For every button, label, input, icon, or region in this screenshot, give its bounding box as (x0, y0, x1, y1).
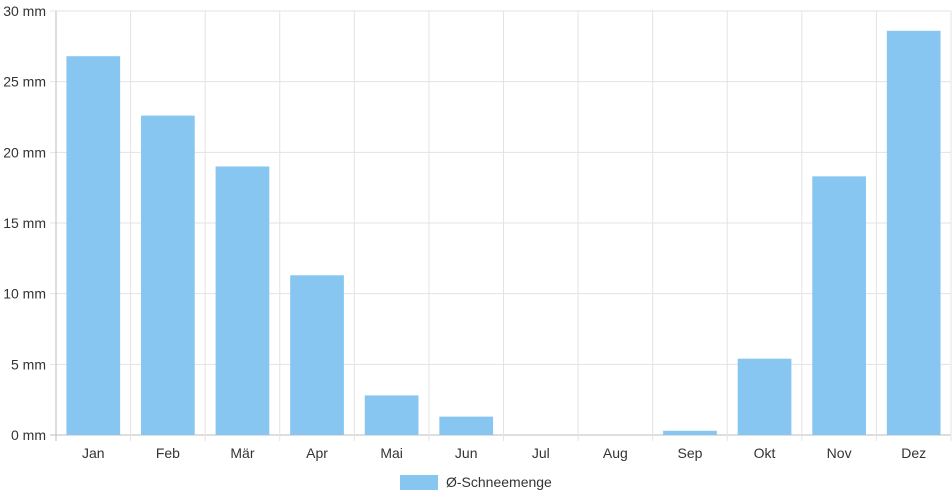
bar[interactable] (141, 115, 195, 435)
x-tick-label: Jan (82, 445, 105, 461)
y-tick-label: 0 mm (11, 427, 46, 443)
bars (66, 30, 941, 436)
legend-label[interactable]: Ø-Schneemenge (446, 474, 552, 490)
grid (50, 10, 952, 441)
x-tick-label: Sep (677, 445, 702, 461)
y-tick-label: 25 mm (3, 74, 46, 90)
x-tick-label: Dez (901, 445, 926, 461)
bar[interactable] (886, 30, 941, 435)
y-tick-label: 30 mm (3, 3, 46, 19)
bar[interactable] (663, 430, 717, 435)
x-tick-label: Okt (754, 445, 776, 461)
x-tick-label: Mär (230, 445, 254, 461)
y-tick-label: 10 mm (3, 286, 46, 302)
y-tick-label: 20 mm (3, 144, 46, 160)
y-axis-ticks: 0 mm 5 mm 10 mm 15 mm 20 mm 25 mm 30 mm (3, 3, 46, 443)
y-tick-label: 15 mm (3, 215, 46, 231)
bar[interactable] (812, 176, 866, 436)
bar[interactable] (215, 166, 270, 435)
x-tick-label: Apr (306, 445, 328, 461)
legend-swatch[interactable] (400, 475, 438, 490)
x-axis-ticks: Jan Feb Mär Apr Mai Jun Jul Aug Sep Okt Nov Dez (82, 445, 926, 461)
x-tick-label: Aug (603, 445, 628, 461)
x-tick-label: Mai (380, 445, 403, 461)
bar[interactable] (737, 358, 792, 435)
bar[interactable] (364, 395, 419, 435)
x-tick-label: Jun (455, 445, 478, 461)
x-tick-label: Jul (532, 445, 550, 461)
bar[interactable] (66, 56, 121, 436)
y-tick-label: 5 mm (11, 356, 46, 372)
legend[interactable]: Ø-Schneemenge (400, 474, 552, 490)
bar[interactable] (290, 275, 344, 435)
x-tick-label: Nov (827, 445, 852, 461)
x-tick-label: Feb (156, 445, 180, 461)
bar[interactable] (439, 416, 494, 435)
